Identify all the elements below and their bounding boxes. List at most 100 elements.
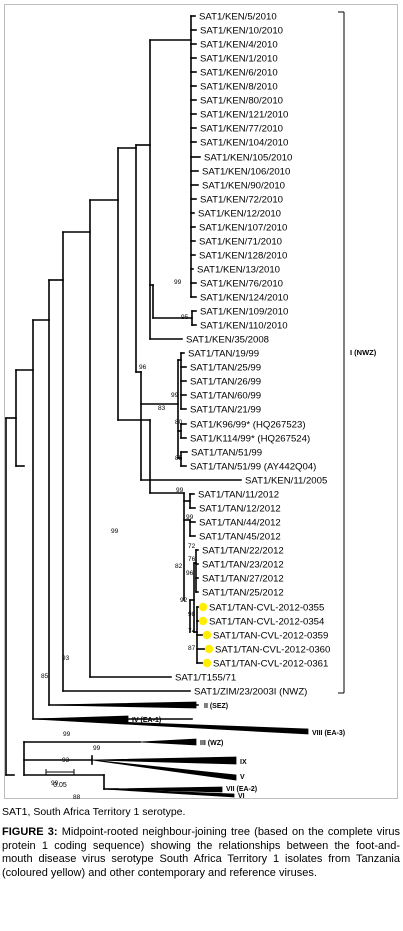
- bootstrap-value: 96: [186, 570, 194, 577]
- taxon-label: SAT1/KEN/10/2010: [200, 26, 283, 37]
- clade-labels: II (SEZ)IV (EA-1)VIII (EA-3)III (WZ)IXVV…: [132, 703, 345, 800]
- collapsed-clade-triangle: [91, 759, 237, 781]
- taxon-label: SAT1/TAN-CVL-2012-0355: [209, 603, 324, 614]
- taxon-label: SAT1/KEN/13/2010: [197, 265, 280, 276]
- caption-text: Midpoint-rooted neighbour-joining tree (…: [2, 826, 400, 879]
- bootstrap-value: 93: [62, 757, 70, 764]
- taxon-label: SAT1/TAN-CVL-2012-0354: [209, 617, 325, 628]
- collapsed-clade-triangle: [32, 718, 309, 735]
- taxon-label: SAT1/K114/99* (HQ267524): [190, 434, 310, 445]
- bootstrap-value: 96: [139, 364, 147, 371]
- taxon-label: SAT1/KEN/80/2010: [200, 96, 283, 107]
- bootstrap-value: 93: [62, 655, 70, 662]
- clade-label: II (SEZ): [204, 703, 228, 710]
- clade-label: VII (EA-2): [226, 786, 257, 793]
- clade-label: VIII (EA-3): [312, 730, 345, 737]
- bootstrap-value: 74: [188, 628, 196, 635]
- clade-label: IV (EA-1): [132, 717, 161, 724]
- bootstrap-value: 95: [181, 314, 189, 321]
- taxon-label: SAT1/KEN/35/2008: [186, 335, 269, 346]
- highlight-dot: [198, 602, 208, 612]
- taxon-label: SAT1/KEN/72/2010: [200, 195, 283, 206]
- clade-label: IX: [240, 759, 247, 766]
- clade-label: VI: [238, 793, 245, 800]
- footnote: SAT1, South Africa Territory 1 serotype.: [2, 806, 186, 818]
- bootstrap-value: 88: [73, 794, 81, 800]
- taxon-label: SAT1/T155/71: [175, 673, 236, 684]
- highlight-dot: [202, 630, 212, 640]
- taxon-label: SAT1/KEN/8/2010: [200, 82, 278, 93]
- bootstrap-value: 99: [186, 514, 194, 521]
- bootstrap-value: 76: [188, 556, 196, 563]
- taxon-label: SAT1/TAN/12/2012: [199, 504, 281, 515]
- taxon-label: SAT1/KEN/107/2010: [199, 223, 287, 234]
- taxon-label: SAT1/KEN/6/2010: [200, 68, 278, 79]
- taxon-label: SAT1/KEN/105/2010: [204, 153, 292, 164]
- figure-frame: [4, 4, 398, 799]
- bootstrap-value: 87: [188, 645, 196, 652]
- collapsed-clades: [32, 701, 309, 798]
- taxon-label: SAT1/TAN-CVL-2012-0361: [213, 659, 328, 670]
- taxon-label: SAT1/TAN/51/99: [191, 448, 262, 459]
- scale-bar-label: 0.05: [53, 782, 67, 789]
- taxon-label: SAT1/KEN/1/2010: [200, 54, 278, 65]
- taxon-label: SAT1/TAN/26/99: [190, 377, 261, 388]
- taxon-label: SAT1/KEN/128/2010: [199, 251, 287, 262]
- taxon-label: SAT1/TAN/44/2012: [199, 518, 281, 529]
- taxon-label: SAT1/KEN/124/2010: [200, 293, 288, 304]
- taxon-label: SAT1/KEN/4/2010: [200, 40, 278, 51]
- bootstrap-value: 99: [171, 392, 179, 399]
- clade-label: III (WZ): [200, 740, 223, 747]
- bootstrap-value: 99: [93, 745, 101, 752]
- taxon-label: SAT1/TAN/21/99: [190, 405, 261, 416]
- collapsed-clade-triangle: [103, 788, 235, 798]
- taxon-label: SAT1/KEN/110/2010: [200, 321, 288, 332]
- scale-bar: 0.05: [45, 769, 75, 789]
- collapsed-clade-triangle: [139, 738, 197, 746]
- taxon-label: SAT1/TAN/51/99 (AY442Q04): [190, 462, 316, 473]
- taxon-label: SAT1/TAN-CVL-2012-0360: [215, 645, 330, 656]
- taxon-label: SAT1/KEN/11/2005: [245, 476, 327, 487]
- highlight-dot: [202, 658, 212, 668]
- bootstrap-value: 83: [158, 405, 166, 412]
- bootstrap-value: 85: [175, 455, 183, 462]
- bootstrap-value: 92: [180, 597, 188, 604]
- taxon-label: SAT1/KEN/104/2010: [200, 138, 288, 149]
- highlight-dot: [198, 616, 208, 626]
- taxon-label: SAT1/TAN-CVL-2012-0359: [213, 631, 328, 642]
- taxon-label: SAT1/KEN/109/2010: [200, 307, 288, 318]
- taxon-label: SAT1/KEN/77/2010: [200, 124, 283, 135]
- bootstrap-value: 98: [188, 611, 196, 618]
- taxon-label: SAT1/TAN/25/99: [190, 363, 261, 374]
- bootstrap-value: 85: [41, 673, 49, 680]
- taxon-label: SAT1/TAN/25/2012: [202, 588, 284, 599]
- taxon-label: SAT1/KEN/121/2010: [200, 110, 288, 121]
- taxon-label: SAT1/TAN/19/99: [188, 349, 259, 360]
- collapsed-clade-triangle: [91, 756, 237, 765]
- taxon-label: SAT1/ZIM/23/2003I (NWZ): [194, 687, 307, 698]
- taxon-label: SAT1/KEN/5/2010: [199, 12, 277, 23]
- figure-caption: FIGURE 3: Midpoint-rooted neighbour-join…: [2, 826, 400, 880]
- taxon-label: SAT1/KEN/106/2010: [202, 167, 290, 178]
- bootstrap-value: 80: [175, 419, 183, 426]
- collapsed-clade-triangle: [48, 701, 197, 709]
- taxon-label: SAT1/KEN/90/2010: [202, 181, 285, 192]
- bootstrap-value: 99: [51, 780, 59, 787]
- bootstrap-value: 99: [63, 731, 71, 738]
- taxon-label: SAT1/TAN/11/2012: [198, 490, 279, 501]
- clade-label: V: [240, 774, 245, 781]
- taxon-label: SAT1/TAN/27/2012: [202, 574, 284, 585]
- highlight-markers: [198, 602, 214, 668]
- taxon-label: SAT1/TAN/60/99: [190, 391, 261, 402]
- caption-label: FIGURE 3:: [2, 826, 58, 838]
- collapsed-clade-triangle: [103, 786, 223, 793]
- bootstrap-labels: 9995969980838599997276829692987487999385…: [41, 279, 196, 800]
- taxon-label: SAT1/KEN/12/2010: [198, 209, 281, 220]
- taxon-label: SAT1/TAN/23/2012: [202, 560, 284, 571]
- highlight-dot: [204, 644, 214, 654]
- taxon-label: SAT1/K96/99* (HQ267523): [190, 420, 306, 431]
- taxon-label: SAT1/KEN/71/2010: [199, 237, 282, 248]
- bootstrap-value: 99: [176, 487, 184, 494]
- taxon-label: SAT1/KEN/76/2010: [200, 279, 283, 290]
- taxon-label: SAT1/TAN/45/2012: [199, 532, 281, 543]
